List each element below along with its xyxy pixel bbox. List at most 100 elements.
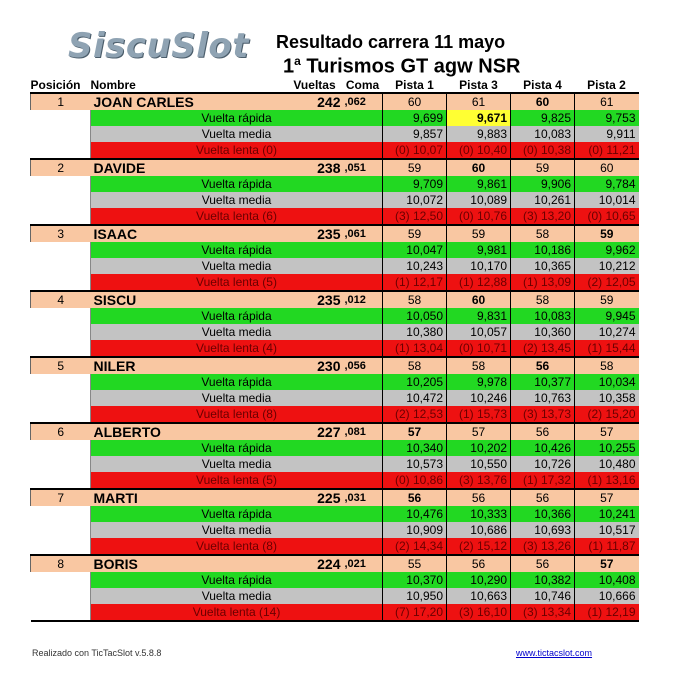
track-laps-cell: 58 <box>510 225 575 242</box>
row-label-text: Vuelta rápida <box>201 177 272 191</box>
lap-time-cell: 10,047 <box>382 242 447 258</box>
racer-name: ISAAC <box>90 225 287 242</box>
lap-time-cell: 10,243 <box>382 258 447 274</box>
slow-lap-row: Vuelta lenta (0) (0) 10,07 (0) 10,40 (0) 10… <box>30 142 639 160</box>
fast-lap-row: Vuelta rápida 10,050 9,831 10,083 9,945 <box>30 308 639 324</box>
lap-time-cell: (0) 10,38 <box>510 142 575 160</box>
slow-count: (14) <box>258 605 281 619</box>
fast-lap-row: Vuelta rápida 10,476 10,333 10,366 10,241 <box>30 506 639 522</box>
race-subtitle: 1a Turismos GT agw NSR <box>283 54 520 79</box>
lap-time-cell: 10,202 <box>446 440 511 456</box>
avg-lap-row: Vuelta media 10,950 10,663 10,746 10,666 <box>30 588 639 604</box>
table-header: Posición Nombre Vueltas Coma Pista 1 Pis… <box>30 77 639 94</box>
racer-row: 1 JOAN CARLES 242,062 60 61 60 61 <box>30 93 639 110</box>
row-label-text: Vuelta lenta <box>192 605 256 619</box>
track-laps-cell: 58 <box>574 357 639 374</box>
coma-cell: ,061 <box>342 225 383 242</box>
lap-time-cell: (2) 12,05 <box>574 274 639 292</box>
track-laps-cell: 58 <box>382 357 447 374</box>
blank-cell <box>30 308 91 324</box>
lap-time-cell: 10,377 <box>510 374 575 390</box>
avg-lap-row: Vuelta media 10,573 10,550 10,726 10,480 <box>30 456 639 472</box>
lap-time-cell: 9,699 <box>382 110 447 126</box>
blank-cell <box>30 440 91 456</box>
blank-cell <box>30 522 91 538</box>
lap-time-cell: (1) 13,04 <box>382 340 447 358</box>
subtitle-text: Turismos GT agw NSR <box>300 55 521 78</box>
lap-time-cell: (1) 12,88 <box>446 274 511 292</box>
col-header: Vueltas <box>286 77 343 94</box>
row-label-text: Vuelta lenta <box>196 209 259 223</box>
laps-cell: 225 <box>286 489 343 506</box>
row-label: Vuelta media <box>90 192 383 208</box>
coma-cell: ,081 <box>342 423 383 440</box>
laps-cell: 235 <box>286 225 343 242</box>
lap-time-cell: 10,274 <box>574 324 639 340</box>
lap-time-cell: 10,366 <box>510 506 575 522</box>
lap-time-cell: 9,945 <box>574 308 639 324</box>
position-cell: 4 <box>30 291 91 308</box>
lap-time-cell: 9,911 <box>574 126 639 142</box>
subtitle-ordinal: a <box>294 54 301 68</box>
lap-time-cell: 10,170 <box>446 258 511 274</box>
lap-time-cell: (2) 15,12 <box>446 538 511 556</box>
row-label-text: Vuelta rápida <box>201 507 272 521</box>
racer-row: 3 ISAAC 235,061 59 59 58 59 <box>30 225 639 242</box>
lap-time-cell: (1) 11,87 <box>574 538 639 556</box>
row-label: Vuelta rápida <box>90 308 383 324</box>
lap-time-cell: (1) 12,19 <box>574 604 639 622</box>
track-laps-cell: 59 <box>574 225 639 242</box>
row-label-text: Vuelta lenta <box>196 341 259 355</box>
lap-time-cell: 10,909 <box>382 522 447 538</box>
lap-time-cell: 9,978 <box>446 374 511 390</box>
footer-credit: Realizado con TicTacSlot v.5.8.8 <box>32 648 162 658</box>
row-label-text: Vuelta media <box>201 391 272 405</box>
siscuslot-logo: SiscuSlot <box>68 26 249 66</box>
coma-cell: ,051 <box>342 159 383 176</box>
lap-time-cell: 10,072 <box>382 192 447 208</box>
blank-cell <box>30 472 91 490</box>
track-laps-cell: 60 <box>574 159 639 176</box>
blank-cell <box>30 208 91 226</box>
col-header: Pista 1 <box>382 77 447 94</box>
row-label: Vuelta lenta (5) <box>90 274 383 292</box>
row-label-text: Vuelta rápida <box>201 309 272 323</box>
row-label-text: Vuelta lenta <box>196 407 259 421</box>
lap-time-cell: 10,340 <box>382 440 447 456</box>
lap-time-cell: (0) 10,71 <box>446 340 511 358</box>
lap-time-cell: (1) 13,09 <box>510 274 575 292</box>
row-label: Vuelta lenta (4) <box>90 340 383 358</box>
track-laps-cell: 56 <box>510 357 575 374</box>
track-laps-cell: 57 <box>574 555 639 572</box>
racer-name: NILER <box>90 357 287 374</box>
lap-time-cell: 10,763 <box>510 390 575 406</box>
row-label: Vuelta media <box>90 588 383 604</box>
row-label-text: Vuelta lenta <box>196 473 259 487</box>
col-header: Pista 3 <box>446 77 511 94</box>
lap-time-cell: 10,370 <box>382 572 447 588</box>
blank-cell <box>30 572 91 588</box>
coma-cell: ,021 <box>342 555 383 572</box>
lap-time-cell: 9,831 <box>446 308 511 324</box>
footer-link[interactable]: www.tictacslot.com <box>516 648 593 658</box>
lap-time-cell: (3) 13,20 <box>510 208 575 226</box>
slow-count: (5) <box>262 275 277 289</box>
row-label: Vuelta lenta (14) <box>90 604 383 622</box>
track-laps-cell: 58 <box>446 357 511 374</box>
lap-time-cell: 10,693 <box>510 522 575 538</box>
racer-name: ALBERTO <box>90 423 287 440</box>
lap-time-cell: 9,861 <box>446 176 511 192</box>
blank-cell <box>30 110 91 126</box>
track-laps-cell: 59 <box>382 159 447 176</box>
row-label: Vuelta rápida <box>90 110 383 126</box>
racer-row: 4 SISCU 235,012 58 60 58 59 <box>30 291 639 308</box>
slow-lap-row: Vuelta lenta (4) (1) 13,04 (0) 10,71 (2) 13… <box>30 340 639 358</box>
avg-lap-row: Vuelta media 10,472 10,246 10,763 10,358 <box>30 390 639 406</box>
lap-time-cell: (3) 13,26 <box>510 538 575 556</box>
lap-time-cell: (0) 10,65 <box>574 208 639 226</box>
track-laps-cell: 58 <box>382 291 447 308</box>
blank-cell <box>30 258 91 274</box>
track-laps-cell: 56 <box>510 489 575 506</box>
row-label: Vuelta rápida <box>90 176 383 192</box>
row-label: Vuelta lenta (5) <box>90 472 383 490</box>
